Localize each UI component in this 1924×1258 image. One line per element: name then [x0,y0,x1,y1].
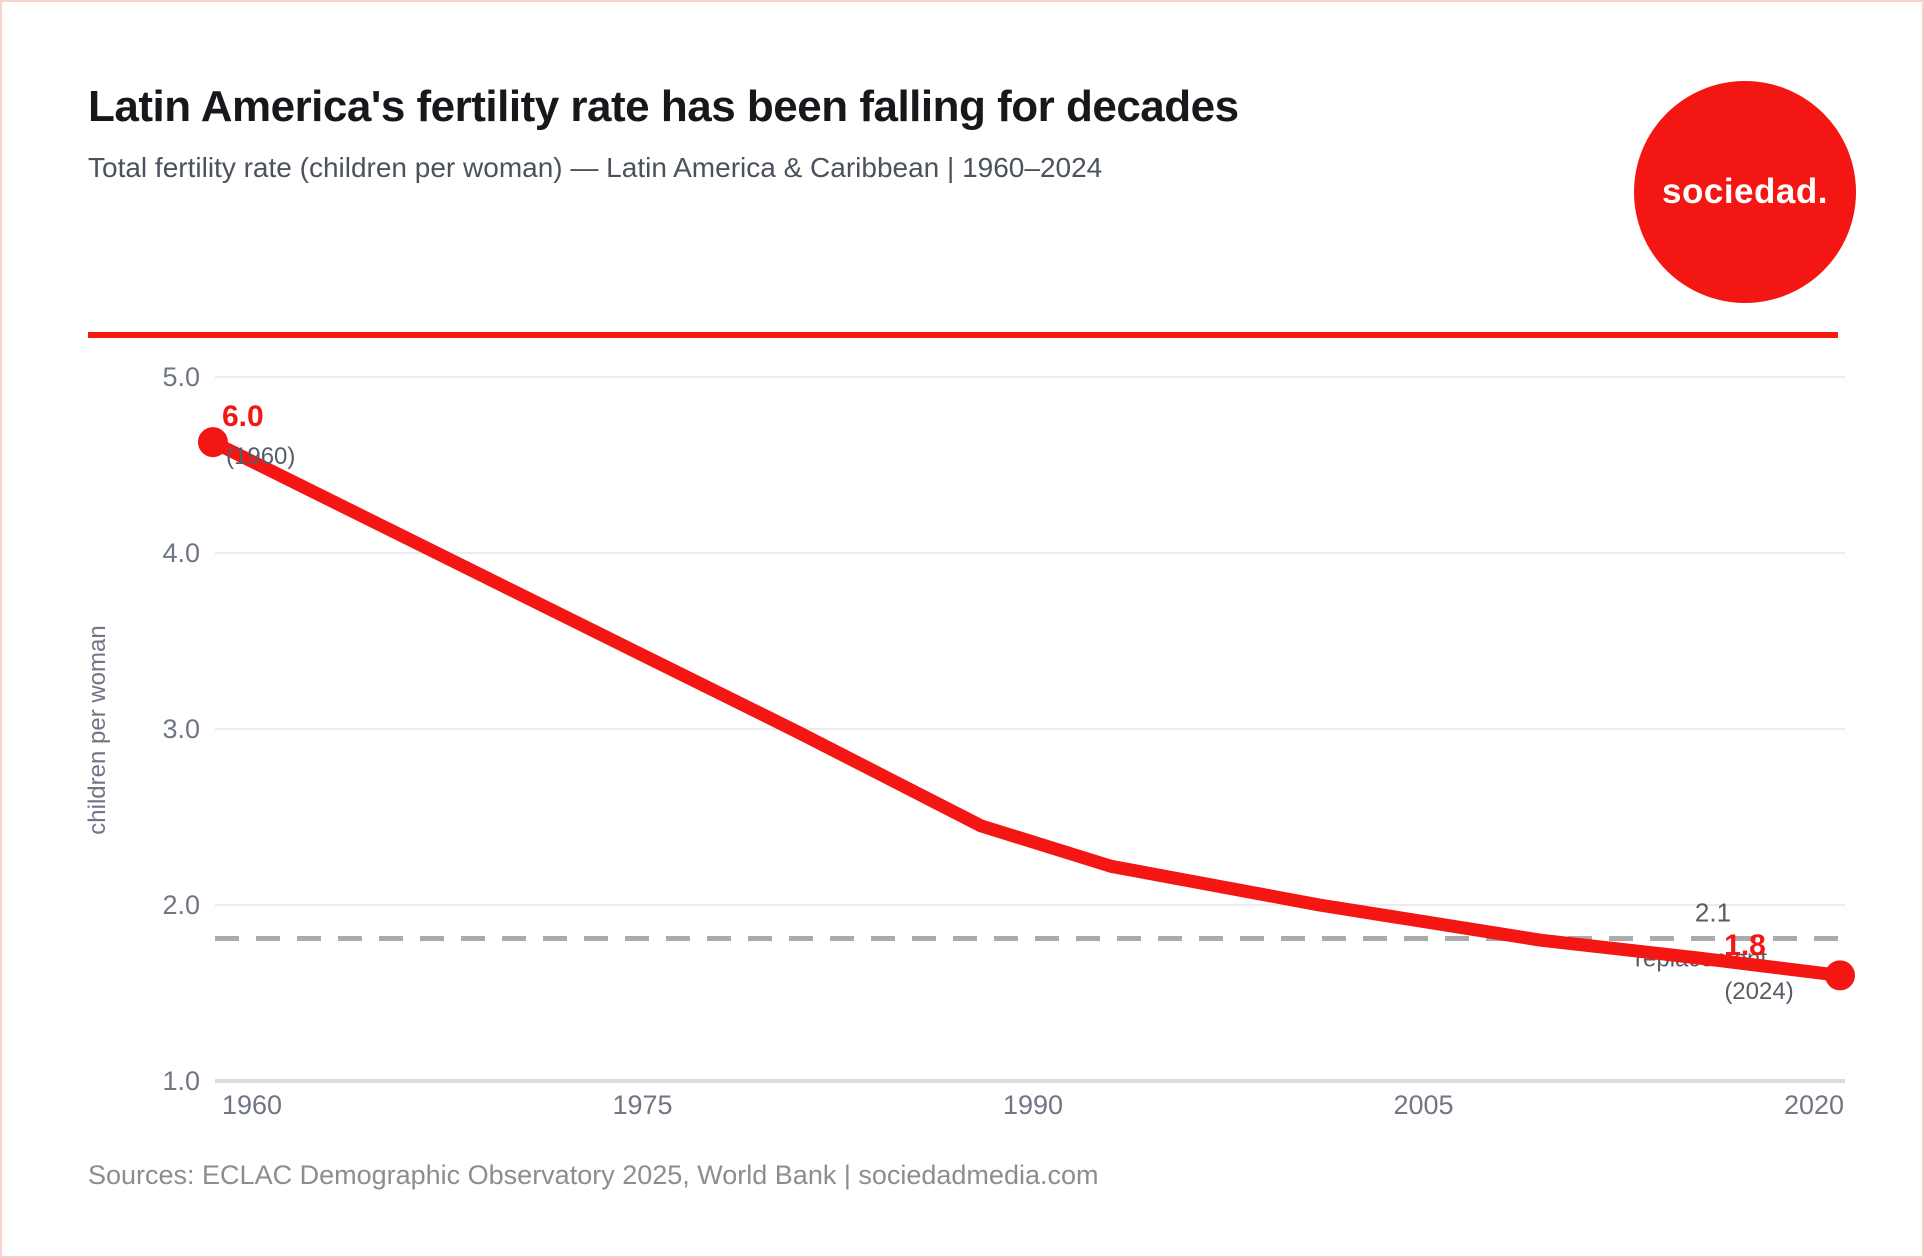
sociedad-logo: sociedad. [1634,81,1856,303]
end-value-label: 1.8 [1724,929,1766,962]
y-tick-label: 1.0 [162,1066,200,1096]
end-point-dot [1825,960,1856,991]
x-tick-label: 1975 [612,1090,672,1120]
start-value-label: 6.0 [222,400,264,433]
y-tick-label: 3.0 [162,714,200,744]
y-tick-label: 2.0 [162,890,200,920]
end-year-label: (2024) [1724,978,1793,1005]
x-tick-label: 1990 [1003,1090,1063,1120]
y-tick-label: 5.0 [162,362,200,392]
start-point-dot [197,427,228,458]
replacement-value-label: 2.1 [1695,897,1731,927]
chart-subtitle: Total fertility rate (children per woman… [88,152,1103,183]
x-tick-label: 2020 [1784,1090,1844,1120]
logo-text: sociedad. [1662,172,1828,211]
y-tick-label: 4.0 [162,538,200,568]
x-tick-label: 2005 [1393,1090,1453,1120]
sources-line: Sources: ECLAC Demographic Observatory 2… [88,1160,1099,1190]
red-divider-rule [88,332,1838,338]
start-year-label: (1960) [226,443,295,470]
y-axis-title: children per woman [84,625,111,834]
fertility-rate-line [206,435,1847,982]
x-tick-label: 1960 [222,1090,282,1120]
chart-title: Latin America's fertility rate has been … [88,82,1239,131]
